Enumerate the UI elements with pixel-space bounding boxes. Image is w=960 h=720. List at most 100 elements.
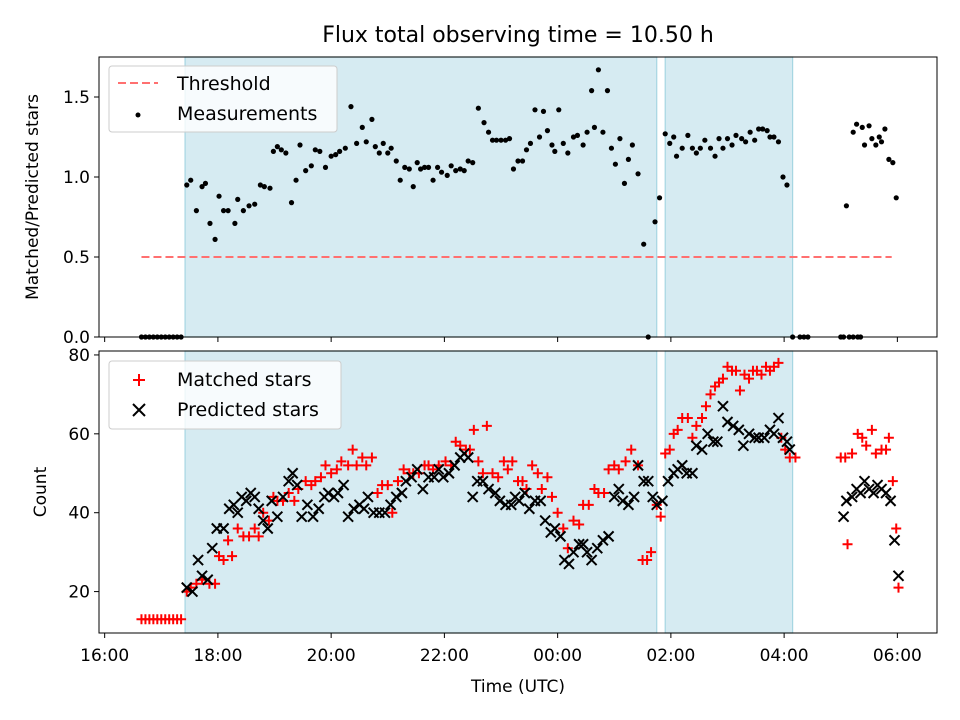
measurement-point bbox=[430, 177, 436, 183]
measurement-point bbox=[220, 208, 227, 214]
y-tick-label: 20 bbox=[68, 583, 90, 603]
measurement-point bbox=[565, 150, 571, 156]
predicted-star-point bbox=[647, 491, 659, 503]
predicted-star-point bbox=[466, 491, 479, 503]
measurement-point bbox=[621, 180, 628, 186]
measurement-point bbox=[886, 156, 892, 162]
measurement-point bbox=[438, 169, 445, 175]
matched-star-point bbox=[603, 464, 614, 475]
predicted-star-point bbox=[332, 487, 344, 499]
predicted-star-point bbox=[554, 530, 567, 543]
measurement-point bbox=[453, 168, 459, 174]
measurement-point bbox=[312, 147, 318, 153]
predicted-star-point bbox=[277, 491, 289, 503]
matched-star-point bbox=[646, 547, 657, 558]
matched-star-point bbox=[507, 456, 518, 467]
matched-star-point bbox=[691, 420, 702, 431]
measurement-point bbox=[876, 134, 882, 140]
measurement-point bbox=[635, 171, 641, 177]
matched-star-point bbox=[532, 468, 543, 479]
predicted-star-point bbox=[362, 491, 374, 503]
legend-matched-swatch bbox=[133, 374, 145, 386]
predicted-star-point bbox=[494, 495, 506, 507]
measurement-point bbox=[410, 184, 416, 190]
observing-span bbox=[664, 350, 794, 634]
measurement-point bbox=[212, 236, 218, 242]
measurement-point bbox=[393, 158, 399, 164]
observing-span bbox=[664, 56, 794, 338]
measurement-point bbox=[532, 107, 538, 113]
measurement-point bbox=[861, 142, 868, 148]
measurement-point bbox=[498, 137, 504, 143]
legend-predicted-label: Predicted stars bbox=[177, 399, 319, 421]
y-tick-label: 1.0 bbox=[63, 168, 90, 188]
x-axis-label: Time (UTC) bbox=[470, 677, 565, 697]
predicted-star-point bbox=[637, 475, 650, 487]
x-tick-label: 02:00 bbox=[646, 646, 695, 666]
y-tick-label: 40 bbox=[68, 504, 90, 524]
count-legend-box bbox=[108, 360, 342, 430]
measurement-point bbox=[549, 142, 555, 148]
measurement-point bbox=[308, 163, 314, 169]
predicted-star-point bbox=[428, 471, 440, 483]
measurement-point bbox=[780, 174, 786, 180]
y-tick-label: 0.5 bbox=[63, 248, 90, 268]
measurement-point bbox=[434, 164, 441, 170]
measurement-point bbox=[702, 137, 708, 143]
matched-star-point bbox=[700, 401, 711, 412]
measurement-point bbox=[202, 180, 209, 186]
measurement-point bbox=[866, 123, 872, 129]
measurement-point bbox=[470, 160, 476, 166]
measurement-point bbox=[540, 108, 547, 114]
measurement-point bbox=[397, 177, 403, 183]
predicted-star-point bbox=[282, 475, 295, 487]
matched-star-point bbox=[310, 476, 321, 487]
predicted-star-point bbox=[784, 443, 796, 456]
matched-star-point bbox=[697, 413, 708, 424]
predicted-star-point bbox=[651, 499, 663, 511]
measurement-point bbox=[689, 145, 695, 151]
predicted-star-point bbox=[262, 522, 274, 535]
matched-star-point bbox=[464, 444, 475, 455]
predicted-star-point bbox=[217, 522, 230, 535]
ratio-x-ticks bbox=[104, 337, 898, 342]
matched-star-point bbox=[493, 472, 504, 483]
matched-star-point bbox=[392, 476, 403, 487]
matched-star-point bbox=[387, 507, 398, 518]
ratio-legend: Threshold Measurements bbox=[108, 65, 338, 133]
x-tick-label: 00:00 bbox=[533, 646, 582, 666]
matched-star-point bbox=[347, 444, 358, 455]
measurement-point bbox=[372, 144, 378, 150]
predicted-star-point bbox=[390, 491, 402, 503]
matched-star-point bbox=[473, 456, 484, 467]
predicted-star-point bbox=[181, 581, 193, 594]
predicted-star-point bbox=[867, 487, 880, 499]
measurement-point bbox=[475, 105, 481, 111]
measurement-point bbox=[317, 148, 323, 154]
matched-star-point bbox=[881, 444, 892, 455]
predicted-star-point bbox=[676, 459, 688, 472]
measurement-point bbox=[207, 220, 213, 226]
measurement-point bbox=[850, 129, 856, 135]
ratio-legend-box bbox=[108, 65, 338, 133]
measurement-point bbox=[485, 129, 492, 135]
predicted-star-point bbox=[295, 510, 308, 523]
matched-star-point bbox=[887, 476, 898, 487]
predicted-star-point bbox=[337, 479, 350, 491]
predicted-star-point bbox=[271, 510, 284, 523]
matched-star-point bbox=[620, 456, 631, 467]
measurement-point bbox=[580, 142, 586, 148]
matched-star-point bbox=[790, 452, 801, 463]
y-tick-label: 1.5 bbox=[63, 88, 90, 108]
measurement-point bbox=[252, 201, 258, 207]
measurement-point bbox=[297, 142, 303, 148]
measurement-point bbox=[216, 193, 222, 199]
measurement-point bbox=[333, 152, 339, 158]
matched-star-point bbox=[477, 468, 488, 479]
predicted-star-point bbox=[405, 471, 418, 483]
matched-star-point bbox=[249, 523, 260, 534]
measurement-point bbox=[656, 195, 663, 201]
matched-star-point bbox=[552, 507, 563, 518]
measurement-point bbox=[673, 153, 680, 159]
predicted-star-point bbox=[617, 495, 629, 507]
